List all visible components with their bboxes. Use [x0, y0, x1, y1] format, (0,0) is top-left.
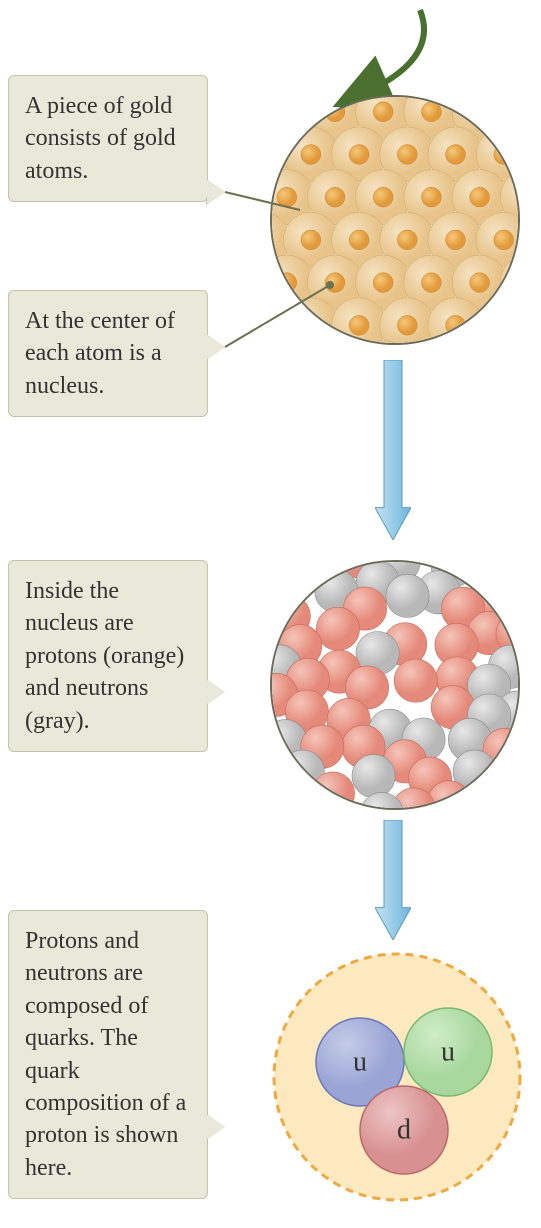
quark-diagram: u u d	[270, 950, 524, 1209]
svg-text:u: u	[353, 1047, 367, 1078]
label-text: A piece of gold consists of gold atoms.	[25, 93, 176, 184]
gold-atom-lattice	[270, 95, 520, 345]
svg-text:u: u	[441, 1037, 455, 1068]
nucleus-diagram	[270, 560, 520, 810]
pointer-4	[207, 1115, 225, 1139]
label-nucleus: At the center of each atom is a nucleus.	[8, 290, 208, 417]
label-gold-atoms: A piece of gold consists of gold atoms.	[8, 75, 208, 202]
pointer-2	[207, 335, 225, 359]
arrow-nucleus-to-quarks	[375, 820, 411, 945]
label-quarks: Protons and neutrons are composed of qua…	[8, 910, 208, 1199]
pointer-1	[207, 180, 225, 204]
arrow-atoms-to-nucleus	[375, 360, 411, 545]
svg-text:d: d	[397, 1115, 411, 1146]
label-text: At the center of each atom is a nucleus.	[25, 308, 175, 399]
pointer-3	[207, 680, 225, 704]
label-protons-neutrons: Inside the nucleus are protons (orange) …	[8, 560, 208, 752]
label-text: Inside the nucleus are protons (orange) …	[25, 578, 184, 734]
label-text: Protons and neutrons are composed of qua…	[25, 928, 186, 1181]
